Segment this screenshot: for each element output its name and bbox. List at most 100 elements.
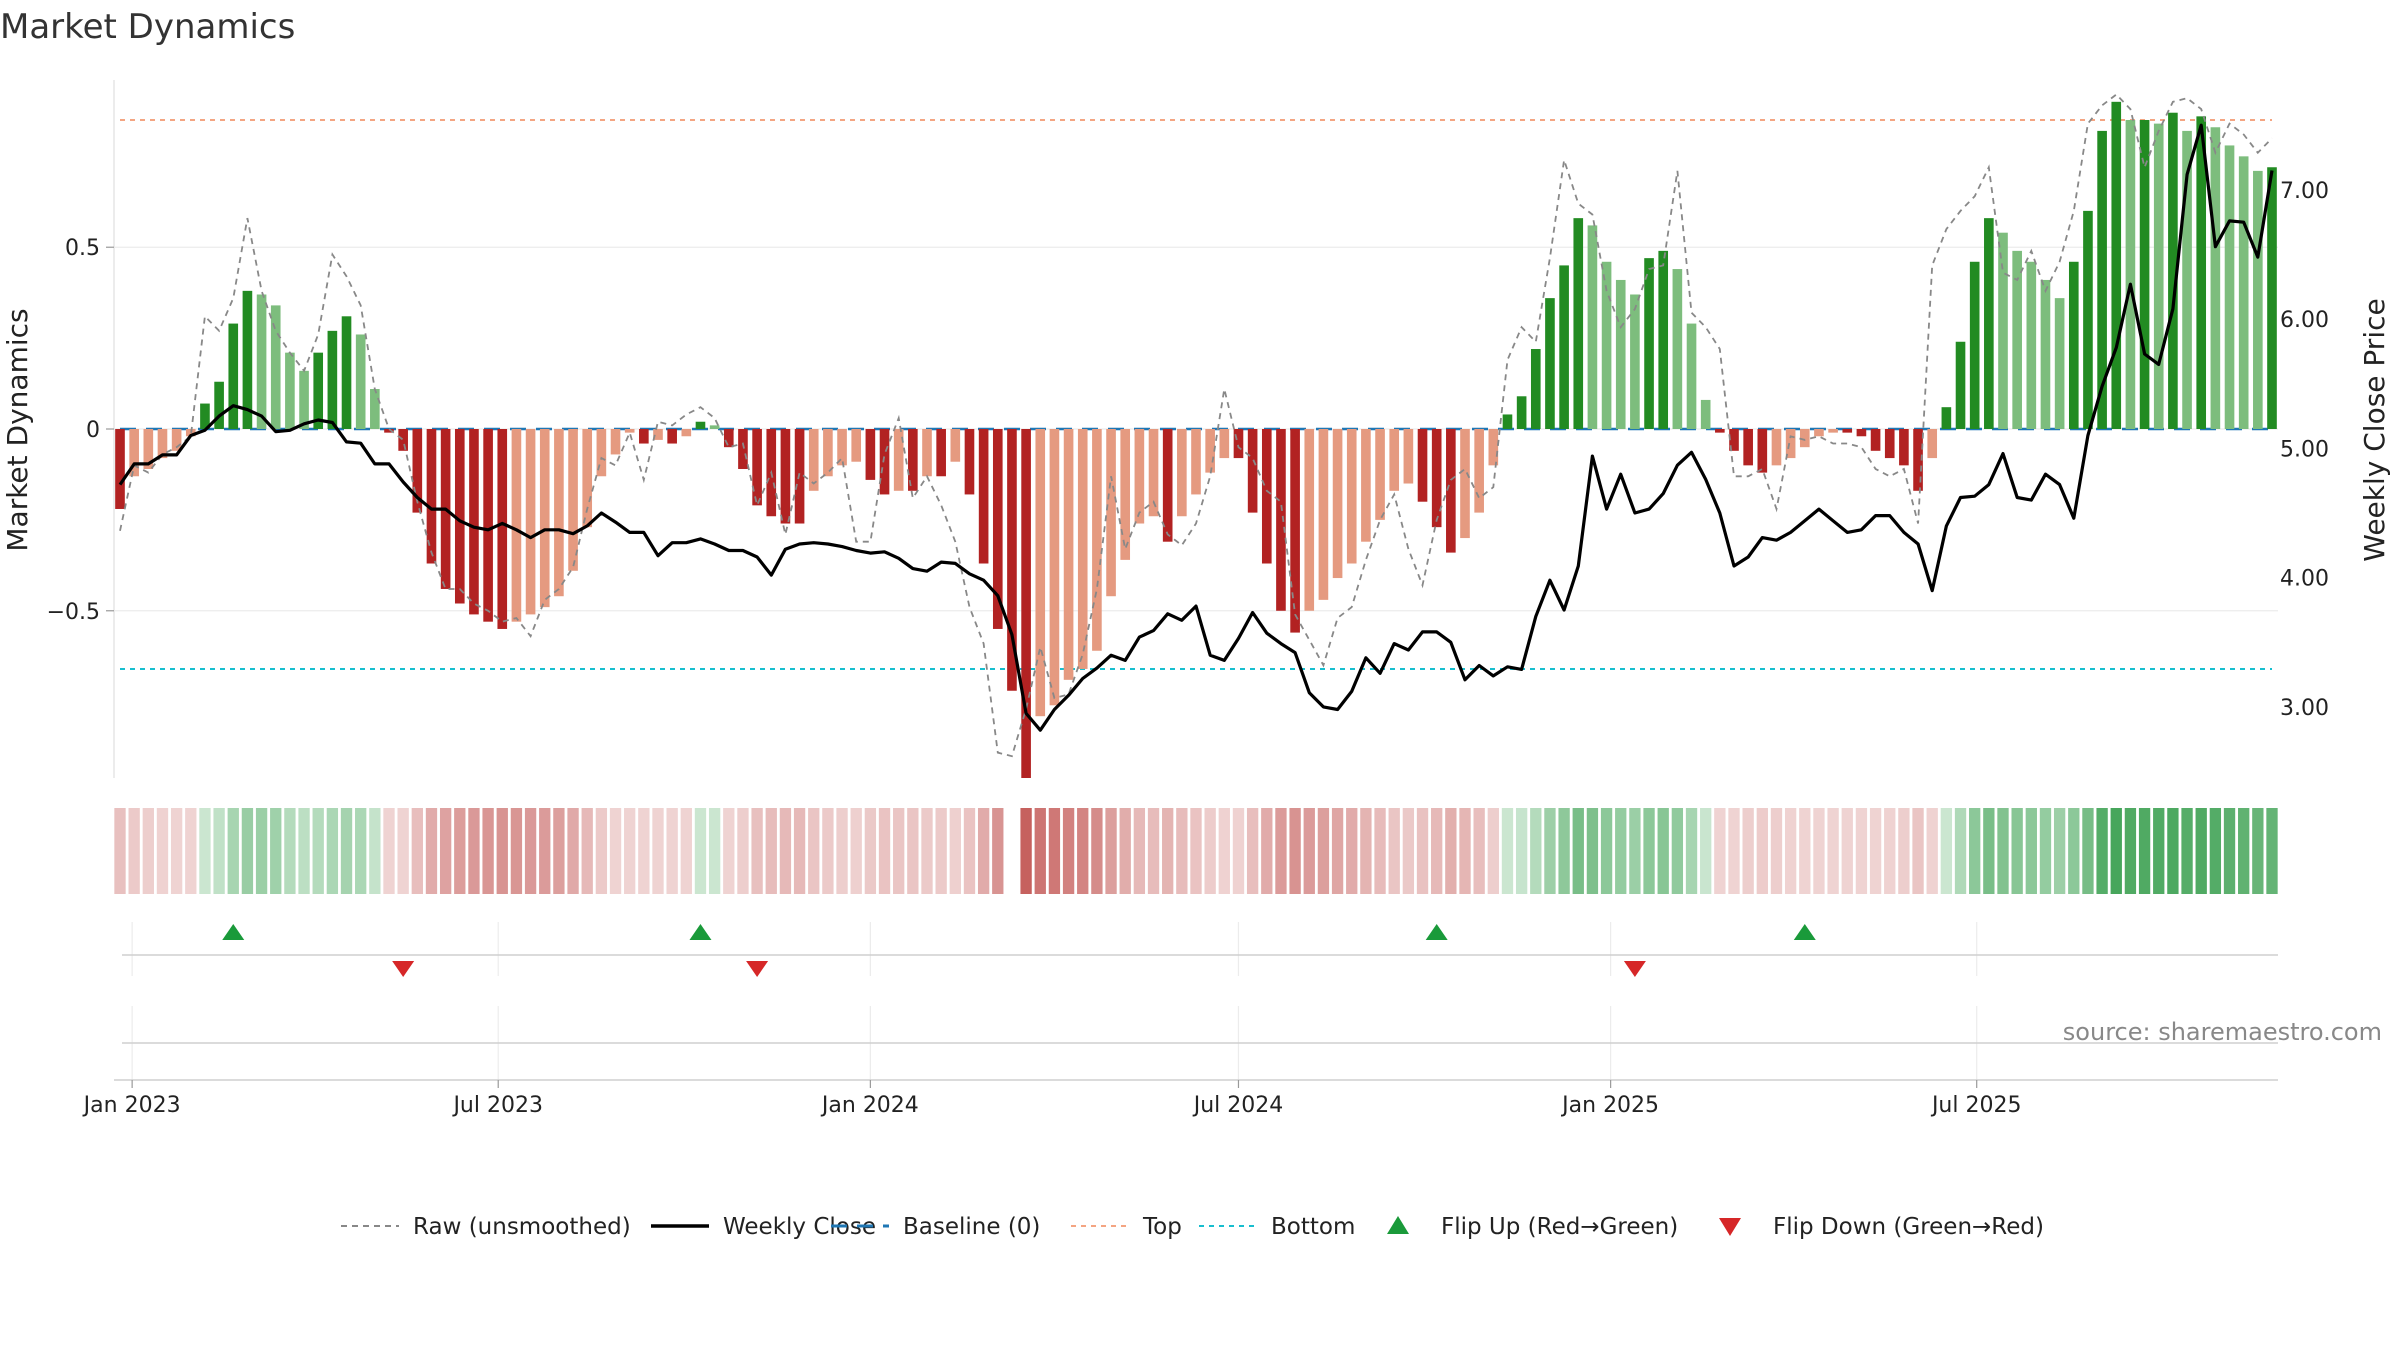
dynamics-bar <box>865 429 876 480</box>
legend-label-3: Top <box>1142 1214 1182 1240</box>
heat-cell <box>935 808 947 894</box>
dynamics-bar <box>1049 429 1060 706</box>
heat-cell <box>977 808 990 894</box>
x-tick-label-1: Jul 2023 <box>451 1093 543 1118</box>
legend-label-6: Flip Down (Green→Red) <box>1773 1214 2044 1240</box>
dynamics-bar <box>780 429 791 524</box>
heat-cell <box>2096 808 2108 894</box>
dynamics-bar <box>1799 429 1810 448</box>
dynamics-bar <box>2012 250 2022 429</box>
heat-cell <box>864 808 877 894</box>
heat-cell <box>1912 808 1924 894</box>
flip-up-marker <box>1425 924 1448 940</box>
dynamics-bar <box>1729 429 1739 451</box>
dynamics-bar <box>723 429 734 448</box>
dynamics-bar <box>1998 232 2008 429</box>
dynamics-bar <box>1007 429 1017 691</box>
dynamics-bar <box>327 330 338 429</box>
right-axis-title: Weekly Close Price <box>2358 298 2391 561</box>
heat-cell <box>1983 808 1995 894</box>
legend-label-0: Raw (unsmoothed) <box>413 1214 631 1240</box>
dynamics-bar <box>1715 429 1725 433</box>
heat-cell <box>298 808 310 894</box>
dynamics-bar <box>1644 258 1654 429</box>
heat-cell <box>468 808 480 894</box>
heat-cell <box>241 808 254 894</box>
heat-cell <box>1176 808 1188 894</box>
heat-cell <box>1289 808 1301 894</box>
dynamics-bar <box>1446 429 1456 553</box>
dynamics-bar <box>1913 429 1923 491</box>
heat-cell <box>2124 808 2137 894</box>
dynamics-bar <box>157 429 168 459</box>
dynamics-bar <box>1630 294 1640 429</box>
heat-cell <box>1799 808 1811 894</box>
flip-markers <box>222 924 1816 977</box>
heat-cell <box>850 808 862 894</box>
heat-cell <box>1544 808 1556 894</box>
dynamics-bar <box>1984 218 1994 429</box>
dynamics-bar <box>483 429 493 622</box>
dynamics-bar <box>1856 429 1867 437</box>
legend-item-6: Flip Down (Green→Red) <box>1719 1214 2044 1240</box>
heat-cell <box>510 808 523 894</box>
heat-cell <box>1600 808 1613 894</box>
heat-cell <box>2266 808 2278 894</box>
heat-cell <box>595 808 608 894</box>
heat-cell <box>1331 808 1344 894</box>
heat-cell <box>1940 808 1953 894</box>
heat-cell <box>2167 808 2179 894</box>
heat-cell <box>355 808 367 894</box>
heat-cell <box>411 808 423 894</box>
dynamics-bar <box>256 294 267 429</box>
x-tick-label-5: Jul 2025 <box>1930 1093 2022 1118</box>
dynamics-bar <box>1134 429 1145 524</box>
x-tick-label-2: Jan 2024 <box>820 1093 919 1118</box>
dynamics-bar <box>554 429 564 597</box>
dynamics-bar <box>2182 130 2192 430</box>
dynamics-bar <box>1361 429 1371 542</box>
dynamics-bar <box>1870 429 1881 451</box>
dynamics-bar <box>893 429 904 491</box>
heat-cell <box>1360 808 1372 894</box>
dynamics-bar <box>1927 429 1938 459</box>
source-label: source: sharemaestro.com <box>2063 1018 2382 1046</box>
dynamics-bar <box>171 429 182 451</box>
dynamics-bar <box>143 429 154 469</box>
dynamics-bar <box>242 290 253 429</box>
heat-cell <box>1416 808 1429 894</box>
heat-cell <box>2209 808 2222 894</box>
heat-cell <box>949 808 961 894</box>
dynamics-bar <box>2097 130 2107 430</box>
dynamics-bar <box>2026 261 2037 429</box>
heat-cell <box>1445 808 1457 894</box>
heat-cell <box>708 808 721 894</box>
dynamics-bar <box>1290 429 1300 633</box>
dynamics-bar <box>1672 269 1683 429</box>
left-tick-label-1: 0 <box>86 418 100 443</box>
heat-cell <box>383 808 395 894</box>
heat-cell <box>312 808 324 894</box>
heat-cell <box>808 808 820 894</box>
dynamics-bar <box>2238 156 2249 429</box>
dynamics-bar <box>270 305 281 429</box>
dynamics-bar <box>1346 429 1357 564</box>
dynamics-bar <box>1191 429 1201 495</box>
dynamics-bar <box>936 429 946 477</box>
dynamics-bar <box>497 429 508 629</box>
dynamics-bar <box>1884 429 1895 459</box>
heat-cell <box>1487 808 1499 894</box>
heat-cell <box>1756 808 1768 894</box>
right-tick-label-1: 6.00 <box>2280 308 2329 333</box>
dynamics-bar <box>1247 429 1258 513</box>
dynamics-bar <box>1941 407 1952 429</box>
dynamics-bar <box>1233 429 1244 459</box>
dynamics-bar <box>200 403 210 429</box>
dynamics-bar <box>2054 298 2065 429</box>
dynamics-bar <box>667 429 677 444</box>
legend-label-1: Weekly Close <box>723 1214 876 1240</box>
legend-swatch-flip-down <box>1719 1218 1741 1236</box>
heat-cell <box>2110 808 2122 894</box>
heat-cell <box>1048 808 1061 894</box>
heat-cell <box>893 808 905 894</box>
